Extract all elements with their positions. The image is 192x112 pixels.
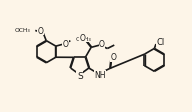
Text: O: O <box>110 53 116 61</box>
Text: O: O <box>99 40 105 49</box>
Text: OCH₃: OCH₃ <box>76 37 92 42</box>
Text: OCH₃: OCH₃ <box>14 28 30 32</box>
Text: Cl: Cl <box>156 37 164 46</box>
Text: O: O <box>80 33 86 42</box>
Text: NH: NH <box>94 71 105 80</box>
Text: O: O <box>63 39 69 48</box>
Text: S: S <box>77 72 83 81</box>
Text: O: O <box>37 27 43 36</box>
